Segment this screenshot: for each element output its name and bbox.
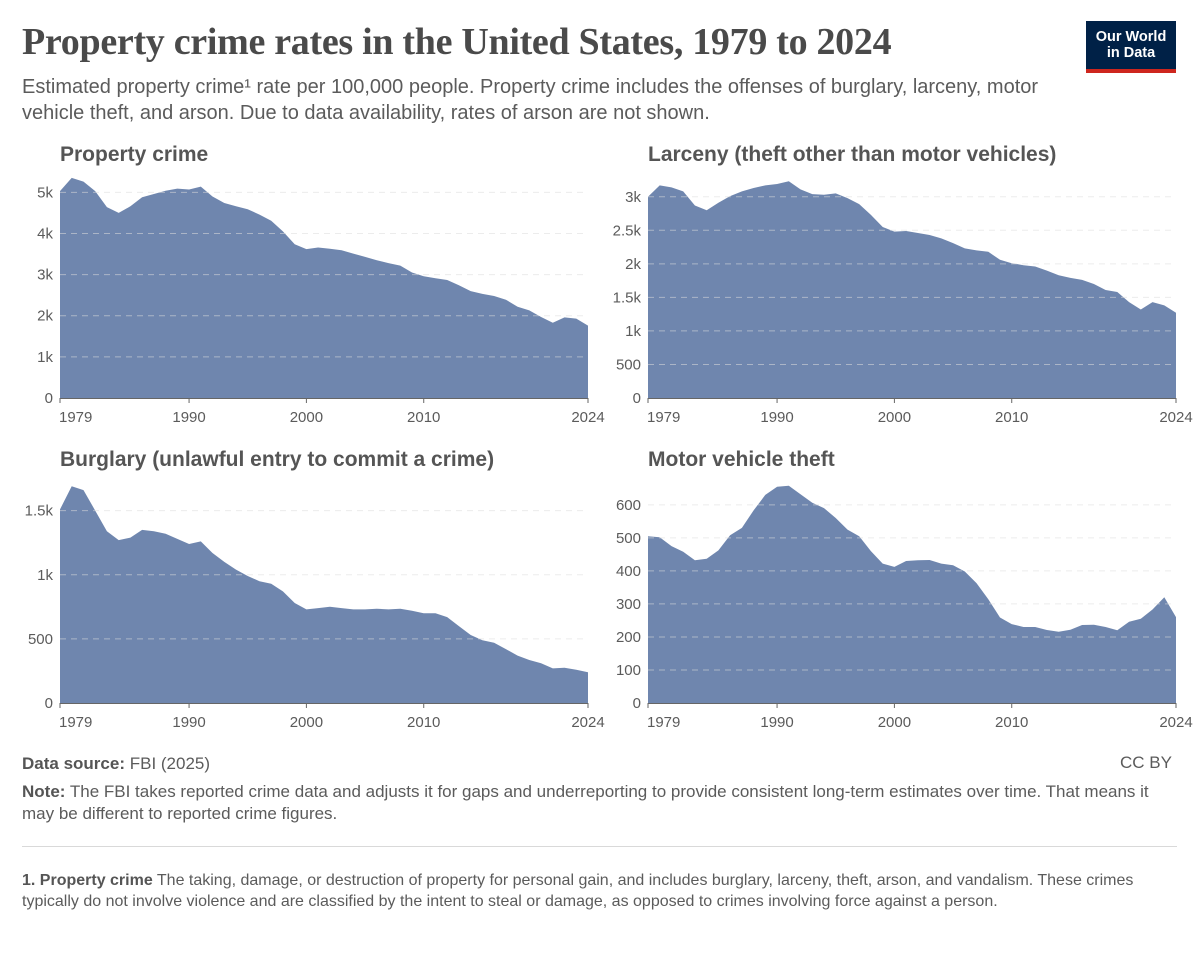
burglary-xtick-label: 1990 (172, 714, 205, 731)
property-crime-xtick-label: 2000 (290, 409, 323, 426)
property-crime-xtick-label: 1990 (172, 409, 205, 426)
license-link[interactable]: CC BY (1120, 753, 1172, 772)
property-crime-ytick-label: 0 (45, 390, 53, 407)
motor-vehicle-theft-ytick-label: 0 (633, 695, 641, 712)
burglary-xtick-label: 1979 (59, 714, 92, 731)
larceny-xtick-label: 2024 (1159, 409, 1192, 426)
larceny-ytick-label: 2k (625, 256, 641, 273)
panel-title-motor-vehicle-theft: Motor vehicle theft (648, 448, 835, 471)
burglary-xtick-label: 2024 (571, 714, 604, 731)
motor-vehicle-theft-xtick-label: 1990 (760, 714, 793, 731)
motor-vehicle-theft-xtick-label: 1979 (647, 714, 680, 731)
footnote: 1. Property crime The taking, damage, or… (22, 870, 1162, 912)
larceny-area (648, 181, 1176, 398)
motor-vehicle-theft-area (648, 485, 1176, 703)
motor-vehicle-theft-ytick-label: 600 (616, 497, 641, 514)
larceny-xtick-label: 1979 (647, 409, 680, 426)
burglary-xtick-label: 2010 (407, 714, 440, 731)
note-text: The FBI takes reported crime data and ad… (22, 782, 1149, 823)
larceny-ytick-label: 500 (616, 356, 641, 373)
larceny-xtick-label: 2010 (995, 409, 1028, 426)
note: Note: The FBI takes reported crime data … (22, 781, 1162, 825)
logo-line-2: in Data (1106, 45, 1156, 61)
larceny-ytick-label: 1.5k (613, 289, 642, 306)
motor-vehicle-theft-ytick-label: 400 (616, 563, 641, 580)
burglary-ytick-label: 0 (45, 695, 53, 712)
motor-vehicle-theft-xtick-label: 2010 (995, 714, 1028, 731)
property-crime-ytick-label: 5k (37, 184, 53, 201)
footnote-text: The taking, damage, or destruction of pr… (22, 872, 1134, 910)
motor-vehicle-theft-ytick-label: 100 (616, 662, 641, 679)
property-crime-ytick-label: 2k (37, 308, 53, 325)
motor-vehicle-theft-ytick-label: 500 (616, 530, 641, 547)
owid-logo[interactable]: Our World in Data (1086, 21, 1176, 73)
panel-title-burglary: Burglary (unlawful entry to commit a cri… (60, 448, 495, 471)
divider (22, 846, 1177, 847)
footnote-label: 1. Property crime (22, 872, 153, 889)
larceny-ytick-label: 1k (625, 323, 641, 340)
motor-vehicle-theft-xtick-label: 2000 (878, 714, 911, 731)
note-label: Note: (22, 782, 66, 801)
larceny-ytick-label: 0 (633, 390, 641, 407)
property-crime-xtick-label: 2010 (407, 409, 440, 426)
larceny-ytick-label: 2.5k (613, 222, 642, 239)
property-crime-xtick-label: 2024 (571, 409, 604, 426)
burglary-area (60, 486, 588, 703)
burglary-ytick-label: 1.5k (25, 503, 54, 520)
larceny-ytick-label: 3k (625, 189, 641, 206)
burglary-ytick-label: 1k (37, 567, 53, 584)
motor-vehicle-theft-xtick-label: 2024 (1159, 714, 1192, 731)
data-source-label: Data source: (22, 754, 125, 773)
data-source: Data source: FBI (2025) (22, 753, 210, 775)
property-crime-ytick-label: 1k (37, 349, 53, 366)
data-source-value: FBI (2025) (129, 754, 211, 773)
logo-line-1: Our World (1095, 29, 1167, 45)
burglary-xtick-label: 2000 (290, 714, 323, 731)
larceny-xtick-label: 2000 (878, 409, 911, 426)
motor-vehicle-theft-ytick-label: 200 (616, 629, 641, 646)
chart-subtitle: Estimated property crime¹ rate per 100,0… (22, 76, 1039, 124)
larceny-xtick-label: 1990 (760, 409, 793, 426)
burglary-ytick-label: 500 (28, 631, 53, 648)
panel-title-larceny: Larceny (theft other than motor vehicles… (648, 143, 1057, 166)
property-crime-ytick-label: 4k (37, 225, 53, 242)
panel-title-property-crime: Property crime (60, 143, 209, 166)
property-crime-ytick-label: 3k (37, 267, 53, 284)
chart-title: Property crime rates in the United State… (22, 21, 892, 63)
motor-vehicle-theft-ytick-label: 300 (616, 596, 641, 613)
property-crime-area (60, 177, 588, 398)
property-crime-xtick-label: 1979 (59, 409, 92, 426)
